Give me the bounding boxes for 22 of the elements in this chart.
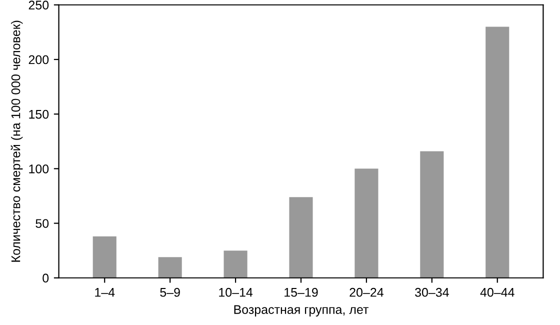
bar xyxy=(354,168,378,278)
y-tick-label: 0 xyxy=(42,274,49,283)
bar xyxy=(486,26,510,278)
bar xyxy=(158,257,182,278)
y-tick-label: 200 xyxy=(28,55,49,64)
x-tick-label: 5–9 xyxy=(160,288,180,297)
x-tick-label: 1–4 xyxy=(95,288,115,297)
bar xyxy=(224,250,248,278)
x-tick-label: 10–14 xyxy=(219,288,253,297)
x-tick-label: 20–24 xyxy=(350,288,384,297)
x-axis-title: Возрастная группа, лет xyxy=(234,305,369,316)
x-tick-label: 30–34 xyxy=(415,288,449,297)
bar xyxy=(92,236,116,278)
y-tick-label: 150 xyxy=(29,110,49,119)
y-tick-label: 50 xyxy=(36,219,49,228)
bar xyxy=(420,151,444,278)
y-tick-label: 250 xyxy=(28,0,49,10)
y-axis-title: Количество смертей (на 100 000 человек) xyxy=(10,20,23,262)
x-tick-label: 15–19 xyxy=(284,288,318,297)
y-tick-label: 100 xyxy=(29,164,49,174)
bar xyxy=(289,197,313,278)
x-tick-label: 40–44 xyxy=(480,288,514,297)
